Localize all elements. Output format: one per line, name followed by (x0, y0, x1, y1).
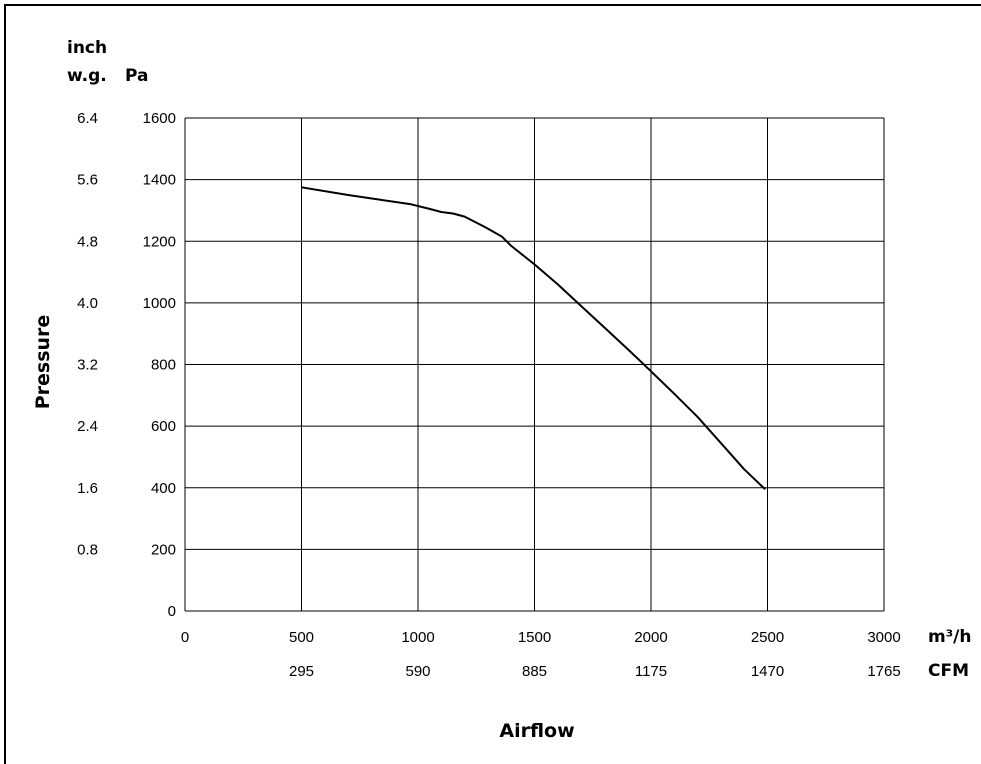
series-line-0 (301, 186, 766, 491)
y-tick-label-3: 600 (151, 418, 176, 435)
y-tick-label-secondary-5: 4.0 (77, 295, 98, 312)
y-tick-labels-secondary: 0.8 1.6 2.4 3.2 4.0 4.8 5.6 6.4 (77, 110, 98, 558)
y-tick-label-7: 1400 (143, 172, 176, 189)
y-unit-secondary-line1: inch (67, 38, 107, 58)
x-tick-label-secondary-2: 590 (405, 663, 430, 680)
y-tick-label-secondary-3: 2.4 (77, 418, 98, 435)
x-tick-label-6: 3000 (867, 629, 900, 646)
y-tick-label-4: 800 (151, 357, 176, 374)
y-axis-label: Pressure (32, 315, 54, 410)
y-tick-label-secondary-6: 4.8 (77, 233, 98, 250)
x-tick-label-2: 1000 (401, 629, 434, 646)
y-unit-primary: Pa (125, 66, 148, 86)
y-unit-secondary-line2: w.g. (67, 66, 107, 86)
x-tick-label-5: 2500 (751, 629, 784, 646)
y-tick-label-6: 1200 (143, 233, 176, 250)
x-tick-label-secondary-1: 295 (289, 663, 314, 680)
y-tick-label-secondary-7: 5.6 (77, 172, 98, 189)
x-tick-label-1: 500 (289, 629, 314, 646)
x-tick-label-0: 0 (181, 629, 189, 646)
x-unit-secondary: CFM (928, 661, 969, 681)
x-axis-label: Airflow (499, 720, 574, 742)
y-tick-label-0: 0 (168, 603, 176, 620)
x-tick-label-4: 2000 (634, 629, 667, 646)
x-tick-label-secondary-4: 1175 (635, 663, 667, 680)
y-tick-label-8: 1600 (143, 110, 176, 127)
y-tick-label-secondary-1: 0.8 (77, 541, 98, 558)
x-tick-labels: 0 500 1000 1500 2000 2500 3000 (181, 629, 901, 646)
x-tick-label-secondary-6: 1765 (867, 663, 900, 680)
x-unit-primary: m³/h (928, 627, 971, 647)
grid (184, 117, 885, 612)
chart-frame (4, 4, 981, 764)
y-tick-label-1: 200 (151, 541, 176, 558)
y-tick-labels: 0 200 400 600 800 1000 1200 1400 1600 (143, 110, 176, 620)
y-tick-label-2: 400 (151, 480, 176, 497)
x-tick-label-secondary-3: 885 (522, 663, 547, 680)
x-tick-labels-secondary: 295 590 885 1175 1470 1765 (289, 663, 901, 680)
x-tick-label-secondary-5: 1470 (751, 663, 784, 680)
x-tick-label-3: 1500 (518, 629, 551, 646)
y-tick-label-secondary-2: 1.6 (77, 480, 98, 497)
series-group (301, 186, 766, 491)
y-tick-label-secondary-8: 6.4 (77, 110, 98, 127)
y-tick-label-5: 1000 (143, 295, 176, 312)
y-tick-label-secondary-4: 3.2 (77, 357, 98, 374)
